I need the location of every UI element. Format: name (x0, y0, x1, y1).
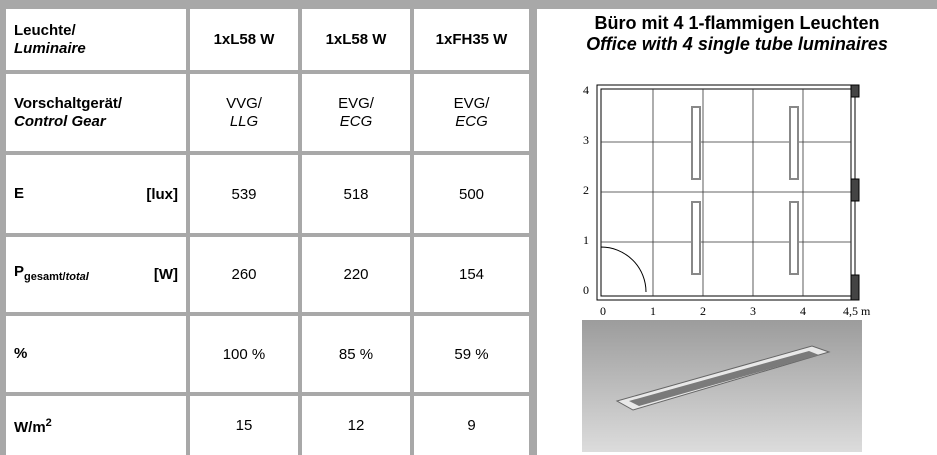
text: EVG/ (338, 94, 374, 112)
floor-plan: 0 1 2 3 4 0 1 2 3 4 4,5 m (582, 83, 871, 452)
y-label: 1 (583, 233, 589, 247)
cell-text: 539 (231, 185, 257, 203)
cell-text: 9 (467, 417, 476, 434)
x-label: 0 (600, 304, 606, 318)
label: % (14, 345, 28, 362)
row-label: % (6, 316, 186, 392)
italic: LLG (229, 112, 259, 130)
cell: EVG/ECG (302, 74, 410, 151)
unit: [W] (153, 266, 178, 283)
cell-text: 1xL58 W (325, 31, 387, 48)
italic: ECG (339, 112, 373, 130)
cell: 539 (190, 155, 298, 233)
luminaire-photo (582, 320, 862, 452)
grid (601, 89, 851, 296)
unit: [lux] (146, 185, 178, 203)
cell-text: 12 (347, 417, 365, 434)
cell: 260 (190, 237, 298, 312)
cell: 15 (190, 396, 298, 455)
y-label: 4 (583, 83, 589, 97)
label-text: Vorschaltgerät/Control Gear (14, 95, 122, 131)
cell-text: 59 % (454, 345, 489, 363)
cell-text: EVG/ECG (454, 95, 490, 131)
luminaire-louver (629, 351, 819, 406)
row-label: W/m2 (6, 396, 186, 455)
row-label: E [lux] (6, 155, 186, 233)
y-label: 2 (583, 183, 589, 197)
text: EVG/ (453, 94, 490, 112)
cell: 59 % (414, 316, 529, 392)
cell: 100 % (190, 316, 298, 392)
y-label: 0 (583, 283, 589, 297)
label-text: Pgesamt/total (14, 263, 89, 286)
text: VVG/ (226, 94, 262, 112)
row-label: Vorschaltgerät/Control Gear (6, 74, 186, 151)
cell: VVG/LLG (190, 74, 298, 151)
room-wall-inner (600, 88, 852, 297)
figure-panel: Büro mit 4 1-flammigen Leuchten Office w… (537, 9, 937, 455)
cell: 85 % (302, 316, 410, 392)
x-label: 3 (750, 304, 756, 318)
cell: 1xL58 W (302, 9, 410, 70)
x-label: 4 (800, 304, 806, 318)
y-label: 3 (583, 133, 589, 147)
cell: 500 (414, 155, 529, 233)
cell: 12 (302, 396, 410, 455)
cell-text: 100 % (222, 345, 266, 363)
cell-text: 85 % (338, 345, 374, 363)
label-sup: 2 (45, 417, 52, 429)
cell: 9 (414, 396, 529, 455)
cell-text: 1xFH35 W (435, 31, 508, 48)
cell: 518 (302, 155, 410, 233)
label-text: % (14, 345, 27, 363)
x-label: 2 (700, 304, 706, 318)
label: P (14, 263, 25, 280)
cell: 1xL58 W (190, 9, 298, 70)
label: Leuchte/ (14, 21, 76, 39)
label: Vorschaltgerät/ (14, 94, 123, 112)
label-text: W/m2 (14, 414, 52, 437)
cell-text: 500 (458, 185, 485, 203)
label: W/m (14, 419, 46, 436)
label: E (14, 185, 25, 202)
sub: gesamt/ (24, 271, 66, 283)
door (600, 246, 647, 293)
cell-text: 260 (231, 266, 257, 283)
cell: 220 (302, 237, 410, 312)
cell-text: VVG/LLG (226, 95, 262, 131)
x-label: 1 (650, 304, 656, 318)
cell-text: EVG/ECG (338, 95, 374, 131)
cell: 1xFH35 W (414, 9, 529, 70)
windows (850, 84, 860, 301)
row-label: Leuchte/Luminaire (6, 9, 186, 70)
x-label: 4,5 m (843, 304, 871, 318)
label-text: Leuchte/Luminaire (14, 22, 86, 58)
cell: EVG/ECG (414, 74, 529, 151)
label-sub: gesamt/total (24, 271, 89, 283)
cell-text: 220 (343, 266, 369, 283)
italic: ECG (455, 112, 488, 130)
cell-text: 15 (235, 417, 253, 434)
label-text: E (14, 185, 24, 203)
cell-text: 1xL58 W (213, 31, 275, 48)
label-italic: Control Gear (14, 112, 106, 130)
cell-text: 518 (343, 185, 369, 203)
luminaires (691, 106, 799, 275)
cell: 154 (414, 237, 529, 312)
figure-subtitle: Office with 4 single tube luminaires (586, 34, 888, 54)
row-label: Pgesamt/total [W] (6, 237, 186, 312)
figure-title: Büro mit 4 1-flammigen Leuchten (594, 13, 880, 33)
sub-italic: total (65, 271, 89, 283)
cell-text: 154 (458, 266, 485, 283)
label-italic: Luminaire (14, 39, 86, 57)
